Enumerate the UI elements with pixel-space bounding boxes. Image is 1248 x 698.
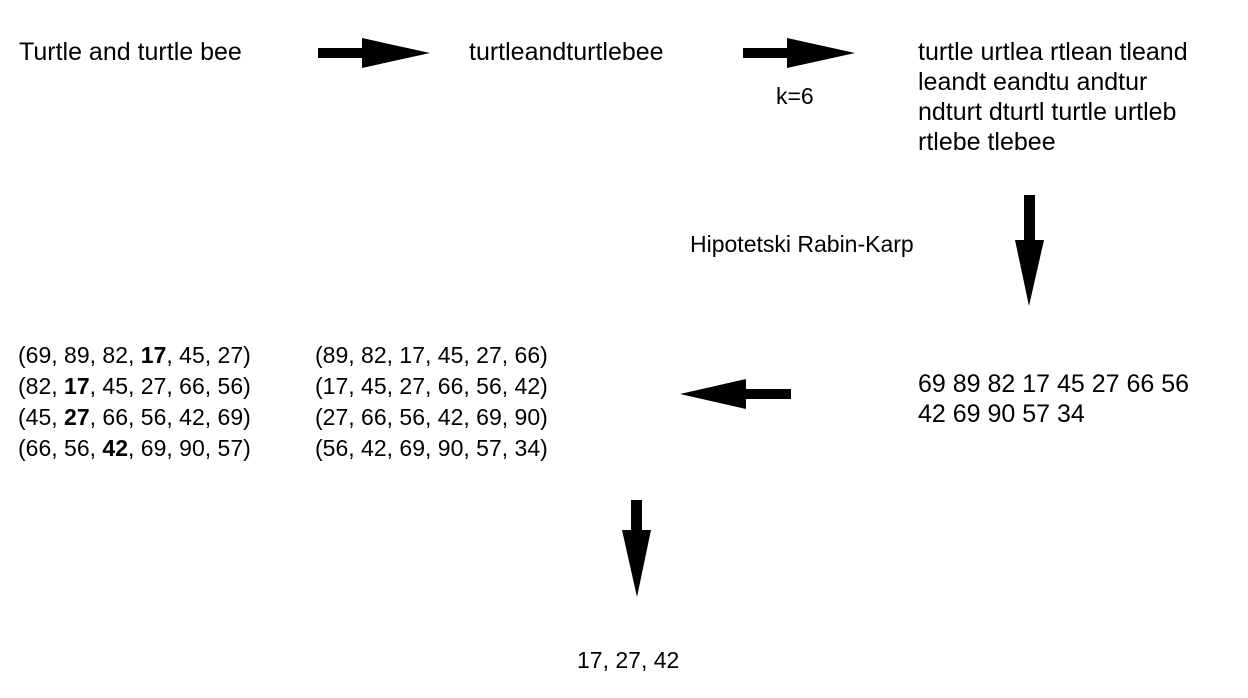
window-value: 27: [140, 373, 167, 399]
arrow-down-1: [1015, 195, 1044, 306]
window-value: 69: [476, 404, 502, 430]
kgram-block: turtle urtlea rtlean tleand leandt eandt…: [918, 37, 1188, 157]
window-min-value: 42: [102, 435, 129, 461]
window-min-value: 17: [64, 373, 90, 399]
window-tuple-right: (56, 42, 69, 90, 57, 34): [315, 435, 548, 461]
window-value: 57: [217, 435, 244, 461]
input-text: Turtle and turtle bee: [19, 38, 242, 66]
window-value: 56: [217, 373, 244, 399]
window-value: 42: [179, 404, 205, 430]
window-value: 34: [514, 435, 541, 461]
window-min-value: 17: [140, 342, 167, 368]
window-value: 27: [322, 404, 349, 430]
arrow-right-2: [743, 38, 855, 68]
window-value: 90: [514, 404, 541, 430]
hash-label: Hipotetski Rabin-Karp: [690, 231, 914, 257]
window-min-value: 27: [64, 404, 90, 430]
kgram-line: ndturt dturtl turtle urtleb: [918, 98, 1177, 126]
hash-line: 42 69 90 57 34: [918, 400, 1085, 428]
window-tuple-left: (69, 89, 82, 17, 45, 27): [18, 342, 251, 368]
window-value: 90: [437, 435, 464, 461]
window-value: 66: [179, 373, 205, 399]
window-value: 57: [476, 435, 502, 461]
window-value: 69: [399, 435, 426, 461]
window-value: 82: [25, 373, 52, 399]
window-value: 45: [437, 342, 464, 368]
window-value: 69: [25, 342, 52, 368]
window-value: 66: [437, 373, 464, 399]
window-value: 17: [399, 342, 426, 368]
arrow-left-1: [680, 379, 791, 409]
window-value: 90: [179, 435, 205, 461]
window-value: 66: [102, 404, 129, 430]
result-text: 17, 27, 42: [577, 647, 680, 673]
window-tuple-left: (66, 56, 42, 69, 90, 57): [18, 435, 251, 461]
window-value: 45: [361, 373, 387, 399]
window-value: 27: [217, 342, 244, 368]
window-tuple-right: (89, 82, 17, 45, 27, 66): [315, 342, 548, 368]
kgram-line: turtle urtlea rtlean tleand: [918, 38, 1188, 66]
window-value: 42: [514, 373, 541, 399]
windows-left-column: (69, 89, 82, 17, 45, 27) (82, 17, 45, 27,…: [18, 340, 251, 464]
window-tuple-right: (17, 45, 27, 66, 56, 42): [315, 373, 548, 399]
arrow-down-2: [622, 500, 651, 597]
window-value: 56: [64, 435, 90, 461]
window-value: 45: [179, 342, 205, 368]
window-value: 89: [64, 342, 90, 368]
window-tuple-left: (82, 17, 45, 27, 66, 56): [18, 373, 251, 399]
window-value: 45: [102, 373, 129, 399]
window-tuple-right: (27, 66, 56, 42, 69, 90): [315, 404, 548, 430]
window-value: 56: [322, 435, 349, 461]
window-tuple-left: (45, 27, 66, 56, 42, 69): [18, 404, 251, 430]
normalized-text: turtleandturtlebee: [469, 38, 664, 66]
window-value: 66: [361, 404, 387, 430]
window-value: 56: [399, 404, 426, 430]
window-value: 89: [322, 342, 349, 368]
window-value: 82: [102, 342, 129, 368]
window-value: 69: [217, 404, 244, 430]
kgram-line: leandt eandtu andtur: [918, 68, 1148, 96]
window-value: 66: [514, 342, 541, 368]
window-value: 69: [140, 435, 167, 461]
window-value: 66: [25, 435, 52, 461]
kgram-line: rtlebe tlebee: [918, 128, 1056, 156]
window-value: 45: [25, 404, 52, 430]
window-value: 56: [476, 373, 502, 399]
window-value: 27: [476, 342, 502, 368]
hash-block: 69 89 82 17 45 27 66 56 42 69 90 57 34: [918, 369, 1189, 429]
k-label: k=6: [776, 83, 814, 109]
arrow-right-1: [318, 38, 430, 68]
window-value: 82: [361, 342, 387, 368]
windows-right-column: (89, 82, 17, 45, 27, 66) (17, 45, 27, 66,…: [315, 340, 548, 464]
window-value: 27: [399, 373, 426, 399]
window-value: 56: [140, 404, 167, 430]
hash-line: 69 89 82 17 45 27 66 56: [918, 370, 1190, 398]
window-value: 42: [361, 435, 387, 461]
window-value: 17: [322, 373, 349, 399]
window-value: 42: [437, 404, 464, 430]
